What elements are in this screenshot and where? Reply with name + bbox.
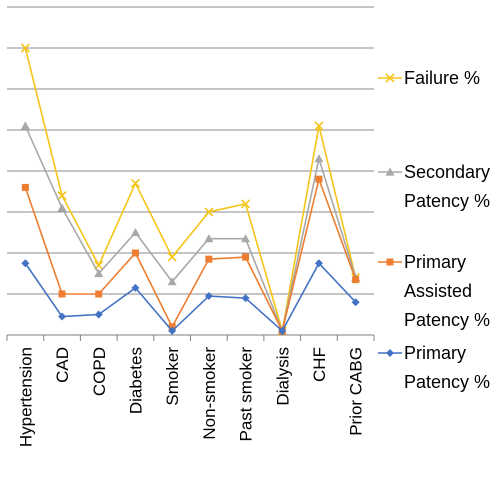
legend-label: Patency % <box>404 310 490 330</box>
series-line <box>24 176 357 334</box>
legend-label: Secondary <box>404 162 490 182</box>
legend-label: Patency % <box>404 191 490 211</box>
data-point-marker <box>314 154 324 163</box>
data-point-marker <box>205 255 213 263</box>
data-point-marker <box>131 283 140 292</box>
legend: Failure % Secondary Patency % Primary Assist… <box>378 68 490 392</box>
data-point-marker <box>94 269 104 278</box>
legend-item: Failure % <box>378 68 480 88</box>
legend-label: Patency % <box>404 372 490 392</box>
data-point-marker <box>20 121 30 130</box>
data-point-marker <box>204 234 214 243</box>
data-point-marker <box>21 259 30 268</box>
legend-label: Failure % <box>404 68 480 88</box>
data-point-marker <box>94 310 103 319</box>
legend-item: Primary Assisted Patency % <box>378 252 490 330</box>
data-point-marker <box>57 191 67 201</box>
x-tick-label: Non-smoker <box>200 347 219 440</box>
series-lines <box>20 43 361 336</box>
x-tick-label: Prior CABG <box>347 347 366 436</box>
data-point-marker <box>57 203 67 212</box>
series-line <box>24 47 357 332</box>
x-tick-label: Dialysis <box>273 347 292 406</box>
legend-label: Primary <box>404 343 466 363</box>
data-point-marker <box>58 290 66 298</box>
data-point-marker <box>351 298 360 307</box>
data-point-marker <box>130 178 141 188</box>
series-line <box>24 125 357 334</box>
data-point-marker <box>204 207 214 217</box>
data-point-marker <box>58 312 67 321</box>
data-point-marker <box>386 258 394 266</box>
data-point-marker <box>204 292 213 301</box>
x-tick-label: Smoker <box>163 347 182 406</box>
data-point-marker <box>130 228 140 237</box>
x-tick-label: CAD <box>53 347 72 383</box>
data-point-marker <box>314 121 324 131</box>
data-point-marker <box>21 183 29 191</box>
data-point-marker <box>240 199 251 209</box>
data-point-marker <box>168 323 176 331</box>
data-point-marker <box>242 253 250 261</box>
data-point-marker <box>278 326 287 335</box>
data-point-marker <box>168 326 177 335</box>
series-line <box>24 261 357 333</box>
x-tick-label: Past smoker <box>237 347 256 442</box>
data-point-marker <box>241 234 251 243</box>
x-tick-label: Diabetes <box>126 347 145 414</box>
data-point-marker <box>315 175 323 183</box>
x-axis-tick-labels: Hypertension CAD COPD Diabetes Smoker Non-smo… <box>16 347 365 448</box>
series-1 <box>20 43 361 336</box>
data-point-marker <box>131 249 139 257</box>
data-point-marker <box>385 73 395 83</box>
legend-label: Assisted <box>404 281 472 301</box>
data-point-marker <box>167 252 177 262</box>
data-point-marker <box>95 290 103 298</box>
legend-item: Secondary Patency % <box>378 162 490 211</box>
series-4 <box>21 259 360 335</box>
series-2 <box>20 121 361 335</box>
series-3 <box>21 175 360 335</box>
data-point-marker <box>314 259 323 268</box>
data-point-marker <box>167 277 177 286</box>
legend-item: Primary Patency % <box>378 343 490 392</box>
data-point-marker <box>241 294 250 303</box>
data-point-marker <box>386 349 394 357</box>
x-tick-label: COPD <box>90 347 109 396</box>
data-point-marker <box>20 43 30 53</box>
x-tick-label: CHF <box>310 347 329 382</box>
legend-label: Primary <box>404 252 466 272</box>
data-point-marker <box>385 167 395 176</box>
x-tick-label: Hypertension <box>16 347 35 447</box>
data-point-marker <box>352 276 360 284</box>
